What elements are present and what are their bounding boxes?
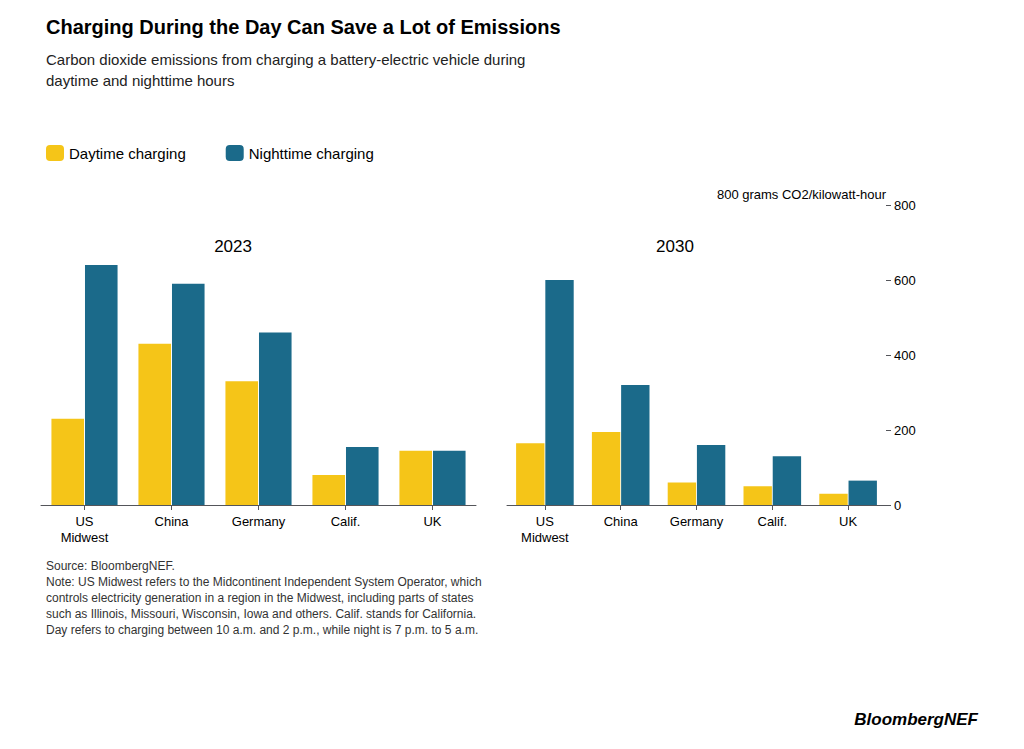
svg-text:Calif.: Calif. bbox=[331, 514, 361, 529]
svg-text:400: 400 bbox=[894, 348, 916, 363]
svg-text:Calif.: Calif. bbox=[757, 514, 787, 529]
svg-text:800 grams CO2/kilowatt-hour: 800 grams CO2/kilowatt-hour bbox=[717, 187, 887, 202]
svg-text:2030: 2030 bbox=[656, 237, 694, 256]
svg-text:Nighttime charging: Nighttime charging bbox=[249, 145, 374, 162]
svg-text:2023: 2023 bbox=[214, 237, 252, 256]
svg-text:0: 0 bbox=[894, 498, 901, 513]
svg-text:China: China bbox=[155, 514, 190, 529]
svg-text:Daytime charging: Daytime charging bbox=[69, 145, 186, 162]
svg-text:Day refers to charging between: Day refers to charging between 10 a.m. a… bbox=[46, 623, 478, 637]
svg-text:600: 600 bbox=[894, 273, 916, 288]
svg-text:Charging During the Day Can Sa: Charging During the Day Can Save a Lot o… bbox=[46, 16, 561, 38]
svg-text:China: China bbox=[604, 514, 639, 529]
svg-text:daytime and nighttime hours: daytime and nighttime hours bbox=[46, 72, 234, 89]
svg-text:Midwest: Midwest bbox=[521, 530, 569, 545]
svg-text:800: 800 bbox=[894, 198, 916, 213]
svg-text:BloombergNEF: BloombergNEF bbox=[854, 710, 978, 729]
svg-text:Germany: Germany bbox=[232, 514, 286, 529]
svg-text:Germany: Germany bbox=[670, 514, 724, 529]
svg-text:US: US bbox=[75, 514, 93, 529]
svg-text:such as Illinois, Missouri, Wi: such as Illinois, Missouri, Wisconsin, I… bbox=[46, 607, 476, 621]
svg-text:UK: UK bbox=[423, 514, 441, 529]
svg-text:UK: UK bbox=[839, 514, 857, 529]
svg-text:US: US bbox=[536, 514, 554, 529]
svg-text:200: 200 bbox=[894, 423, 916, 438]
svg-text:Midwest: Midwest bbox=[61, 530, 109, 545]
svg-text:Source: BloombergNEF.: Source: BloombergNEF. bbox=[46, 559, 175, 573]
svg-text:Note: US Midwest refers to the: Note: US Midwest refers to the Midcontin… bbox=[46, 575, 482, 589]
svg-text:controls electricity generatio: controls electricity generation in a reg… bbox=[46, 591, 474, 605]
svg-text:Carbon dioxide emissions from: Carbon dioxide emissions from charging a… bbox=[46, 51, 525, 68]
